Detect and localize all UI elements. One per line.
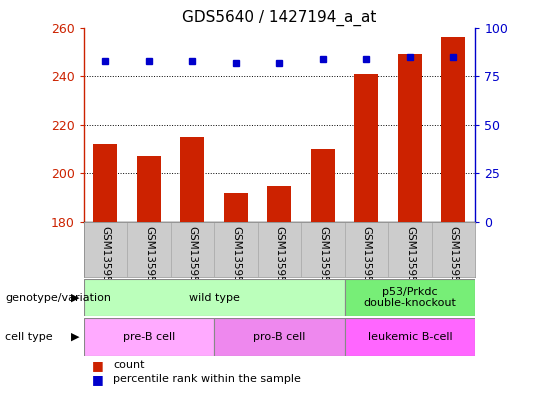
Bar [137,156,161,222]
Text: ■: ■ [92,359,104,372]
Text: GSM1359553: GSM1359553 [405,226,415,296]
Bar [127,222,171,277]
Bar [267,185,292,222]
Text: count: count [113,360,145,371]
Bar [84,279,345,316]
Text: GSM1359556: GSM1359556 [274,226,285,296]
Text: percentile rank within the sample: percentile rank within the sample [113,374,301,384]
Text: ■: ■ [92,373,104,386]
Text: ▶: ▶ [71,293,80,303]
Text: GSM1359551: GSM1359551 [187,226,198,296]
Text: leukemic B-cell: leukemic B-cell [368,332,453,342]
Text: GSM1359549: GSM1359549 [100,226,111,296]
Text: pro-B cell: pro-B cell [253,332,306,342]
Bar [214,222,258,277]
Bar [180,137,205,222]
Bar [442,37,465,222]
Title: GDS5640 / 1427194_a_at: GDS5640 / 1427194_a_at [183,10,376,26]
Bar [345,279,475,316]
Text: GSM1359550: GSM1359550 [144,226,154,296]
Bar [84,318,214,356]
Bar [258,222,301,277]
Bar [214,318,345,356]
Text: ▶: ▶ [71,332,80,342]
Text: pre-B cell: pre-B cell [123,332,175,342]
Bar [93,144,117,222]
Text: cell type: cell type [5,332,53,342]
Bar [345,222,388,277]
Bar [301,222,345,277]
Bar [311,149,335,222]
Bar [171,222,214,277]
Bar [224,193,248,222]
Text: GSM1359557: GSM1359557 [318,226,328,296]
Bar [388,222,431,277]
Text: GSM1359554: GSM1359554 [448,226,458,296]
Text: GSM1359552: GSM1359552 [361,226,372,296]
Bar [84,222,127,277]
Text: wild type: wild type [189,293,240,303]
Bar [354,74,379,222]
Bar [398,54,422,222]
Text: p53/Prkdc
double-knockout: p53/Prkdc double-knockout [363,287,456,309]
Bar [345,318,475,356]
Text: genotype/variation: genotype/variation [5,293,111,303]
Text: GSM1359555: GSM1359555 [231,226,241,296]
Bar [431,222,475,277]
